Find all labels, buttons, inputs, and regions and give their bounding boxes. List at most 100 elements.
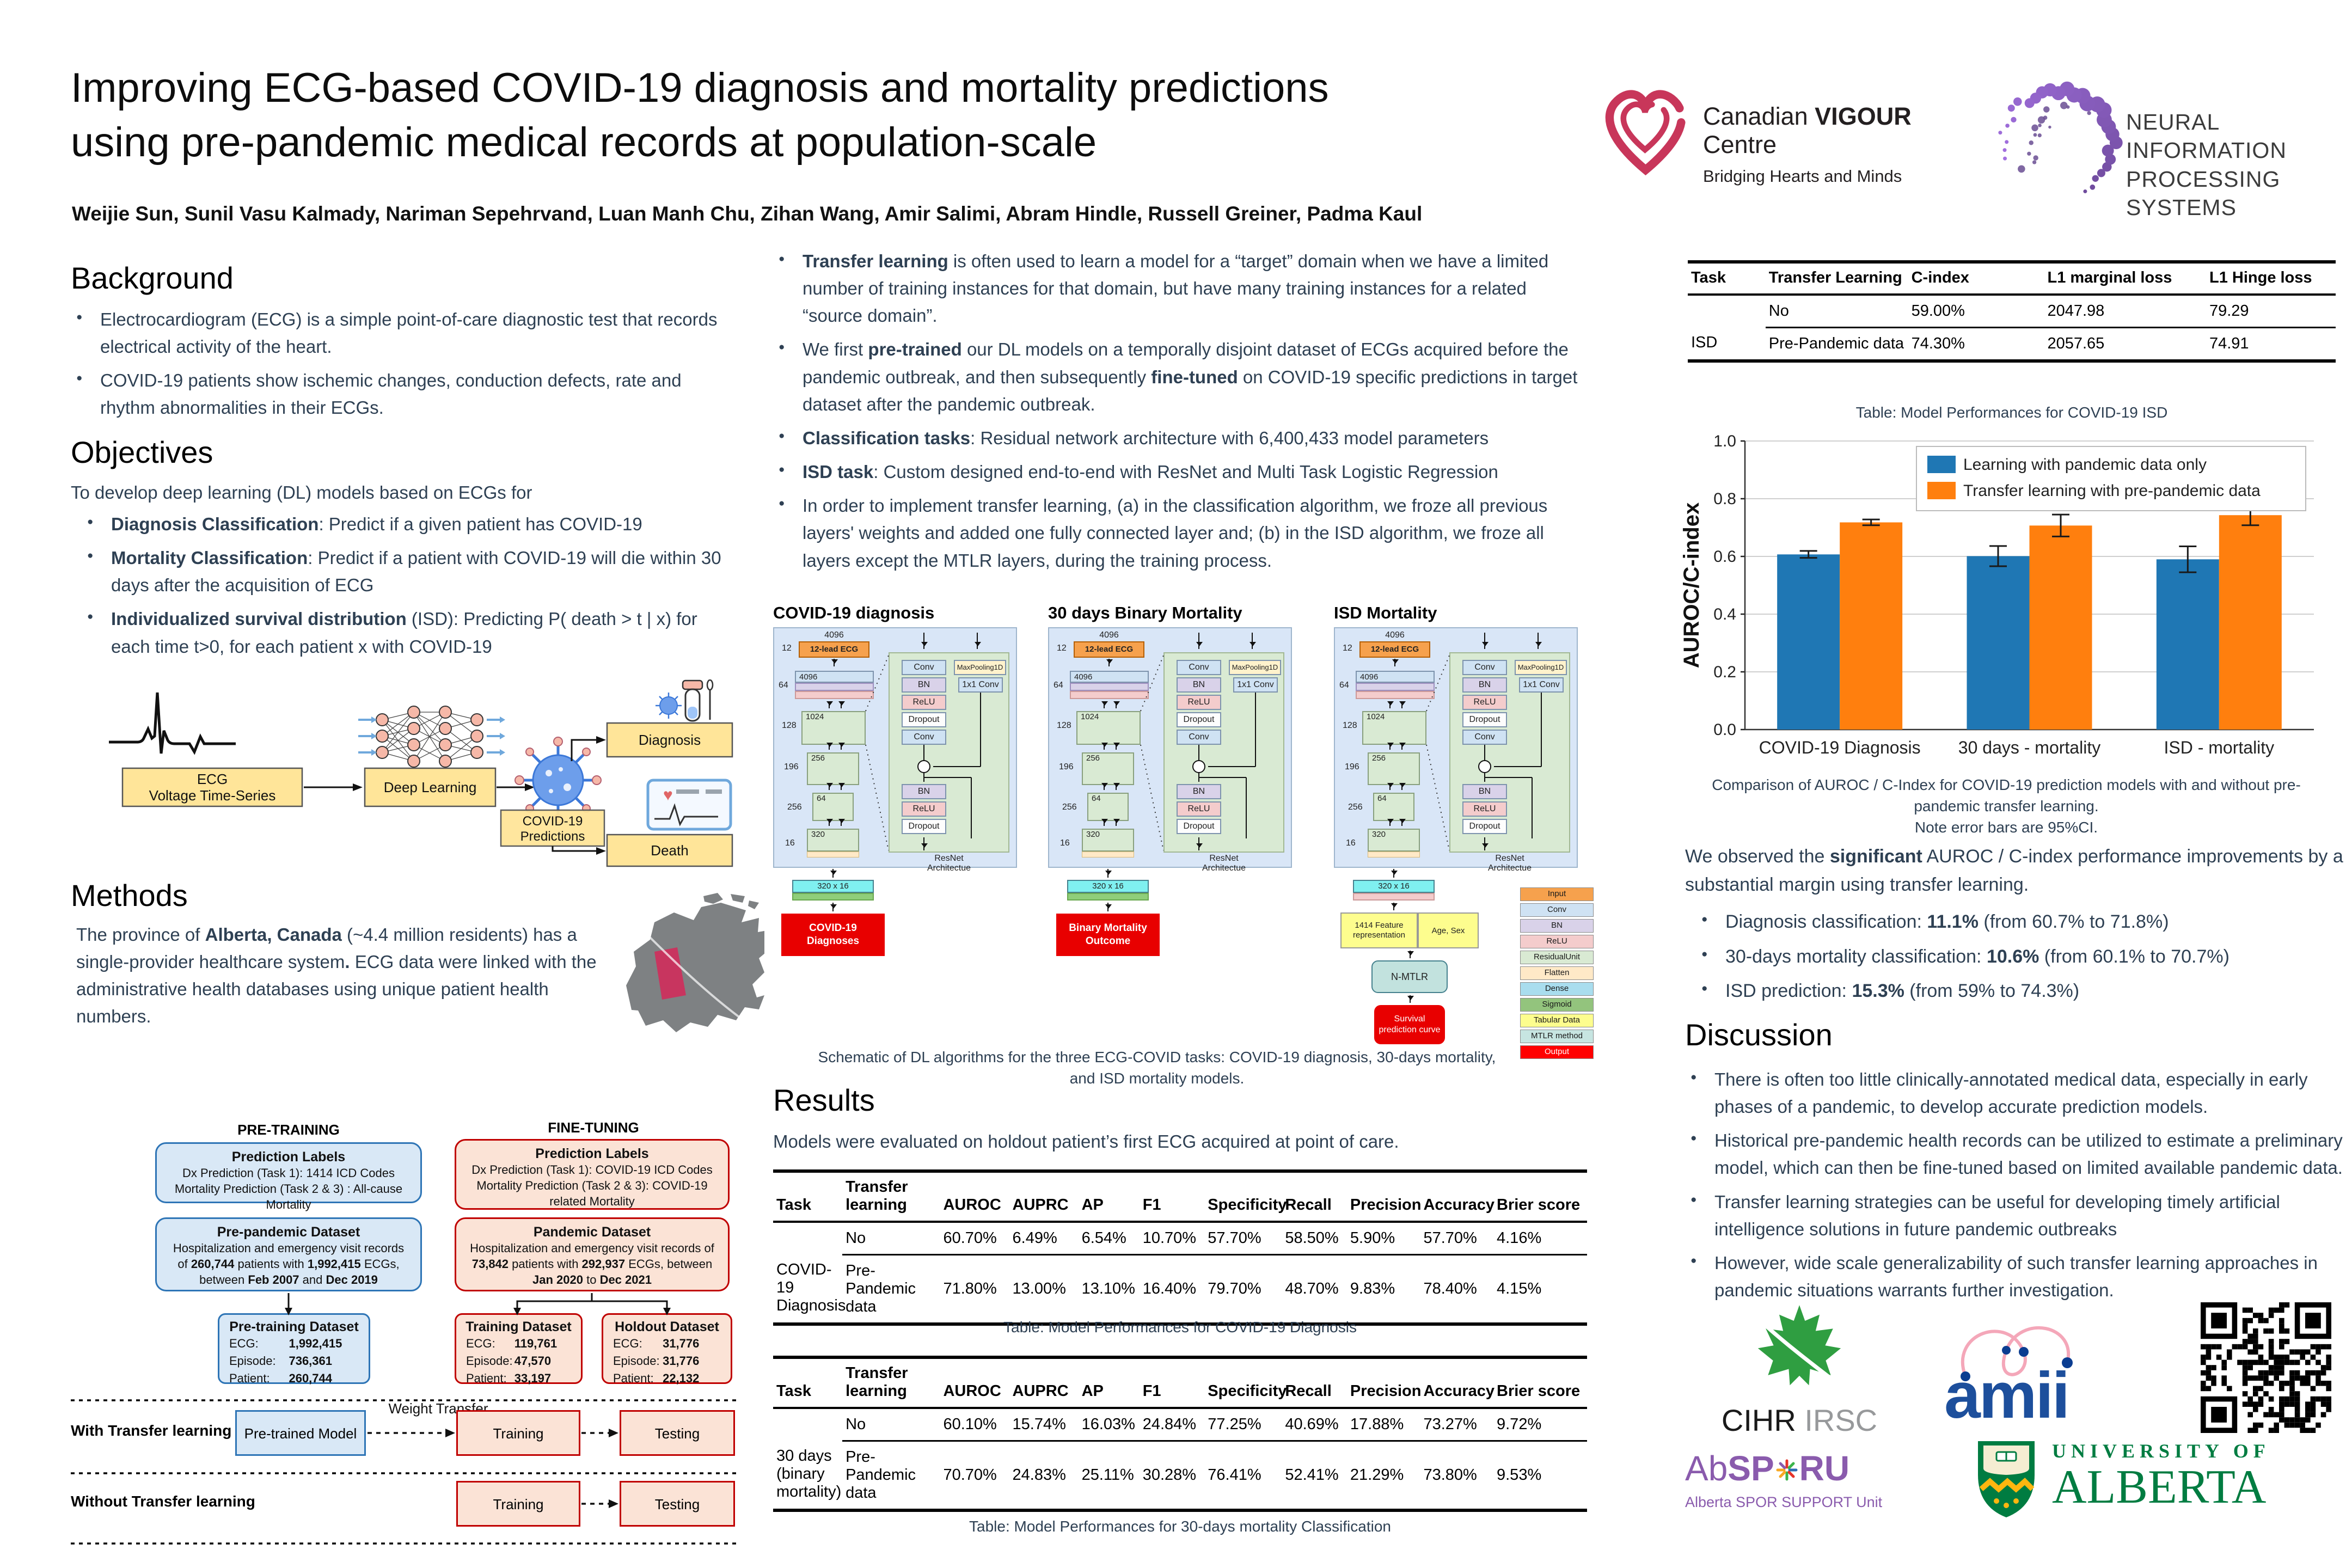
dataset-stat-cell: 119,761 <box>514 1337 558 1350</box>
y-tick-label: 0.6 <box>1713 548 1736 566</box>
arch-legend-row: Conv <box>1520 903 1596 917</box>
qr-module <box>2300 1428 2305 1433</box>
qr-code <box>2201 1302 2331 1433</box>
maple-leaf-icon <box>1756 1305 1841 1387</box>
mortality-header-7: Recall <box>1282 1357 1347 1409</box>
arch-legend-item-residualunit: ResidualUnit <box>1520 951 1594 964</box>
poster-title-line2: using pre-pandemic medical records at po… <box>71 119 1097 166</box>
chart-caption: Comparison of AUROC / C-Index for COVID-… <box>1682 774 2330 838</box>
diagnosis-cell-r1c7: 5.90% <box>1346 1222 1420 1255</box>
middle-bullet-3: Classification tasks: Residual network a… <box>773 425 1587 452</box>
covid-predictions-box <box>500 809 605 847</box>
qr-module <box>2279 1370 2284 1376</box>
neurips-dot <box>2043 106 2050 113</box>
test-tube-icon <box>656 679 714 722</box>
conv-stack-relu <box>795 691 874 699</box>
qr-module <box>2320 1381 2326 1386</box>
text-segment: (from 59% to 74.3%) <box>1904 981 2080 1002</box>
qr-module <box>2274 1412 2279 1418</box>
arrow <box>1101 743 1108 750</box>
isd-header-1: Transfer Learning <box>1765 262 1908 296</box>
qr-module <box>2310 1355 2316 1360</box>
neurips-dot <box>2105 154 2116 165</box>
pre-dataset-body: Hospitalization and emergency visit reco… <box>157 1240 420 1288</box>
post-op-relu: ReLU <box>1462 801 1507 817</box>
qr-module <box>2263 1370 2269 1376</box>
residual-unit-256: 256 <box>1082 752 1134 785</box>
qr-module <box>2284 1381 2290 1386</box>
text-segment: on COVID-19 specific predictions in targ… <box>803 366 1578 414</box>
text-segment: : Predict if a given patient has COVID-1… <box>318 514 642 534</box>
neurips-dot <box>2007 105 2015 112</box>
y-tick-label: 1.0 <box>1713 433 1736 450</box>
qr-module <box>2279 1318 2284 1324</box>
arch-legend-row: Dense <box>1520 982 1596 996</box>
arrow <box>1113 783 1120 790</box>
pandemic-dataset-box: Pandemic Dataset Hospitalization and eme… <box>455 1217 730 1291</box>
diagnosis-cell-r2c6: 48.70% <box>1285 1280 1339 1297</box>
qr-module <box>2242 1381 2248 1386</box>
middle-bullet-1: Transfer learning is often used to learn… <box>773 248 1587 329</box>
qr-module <box>2221 1375 2227 1381</box>
discussion-bullet-2: Historical pre-pandemic health records c… <box>1685 1127 2344 1181</box>
qr-module <box>2305 1407 2311 1412</box>
mortality-cell-r1c0: No <box>842 1408 940 1442</box>
arch-legend-item-flatten: Flatten <box>1520 966 1594 980</box>
dense-bar: 320 x 16 <box>1353 880 1435 893</box>
isd-cell-r1c2: 2047.98 <box>2044 295 2206 328</box>
resnet-unit-detail: Conv BN ReLU Dropout Conv MaxPooling1D 1x1 Con… <box>889 633 1009 853</box>
dataset-stat-cell: ECG: <box>229 1337 259 1350</box>
legend-label-0: Learning with pandemic data only <box>1963 456 2207 474</box>
x-category-label: 30 days - mortality <box>1958 738 2100 757</box>
dataset-stat-cell: 260,744 <box>289 1371 332 1385</box>
arrow <box>838 701 845 708</box>
qr-module <box>2274 1359 2279 1365</box>
residual-channels-128: 128 <box>1057 721 1071 730</box>
dataset-stat-cell: ECG: <box>613 1337 642 1350</box>
arch-caption: Schematic of DL algorithms for the three… <box>818 1049 1496 1087</box>
arch-diagram-covid-diagnosis: COVID-19 diagnosis 4096 12 12-lead ECG 4096 6… <box>773 603 1018 1044</box>
diagnosis-cell-r1c1: 60.70% <box>940 1222 1009 1255</box>
resnet-architecture-label: ResNet Architectue <box>1202 854 1246 873</box>
dataset-stat-cell: 22,132 <box>663 1371 700 1385</box>
diagnosis-cell-r1c6: 58.50% <box>1282 1222 1347 1255</box>
qr-module <box>2211 1365 2216 1370</box>
diagnosis-cell-r1c2: 6.49% <box>1009 1222 1079 1255</box>
ecg-box <box>121 767 303 807</box>
qr-module <box>2274 1428 2279 1433</box>
resnet-panel: 4096 12 12-lead ECG 4096 64 1024 128 256 196 64 25… <box>1334 627 1578 873</box>
op-bn: BN <box>902 677 946 693</box>
diagnosis-cell-r2c0: Pre-Pandemic data <box>846 1262 916 1315</box>
cihr-text-en: CIHR <box>1721 1403 1796 1437</box>
qr-module <box>2216 1344 2222 1350</box>
op-1x1-conv: 1x1 Conv <box>958 677 1003 693</box>
op-conv: Conv <box>1462 660 1507 675</box>
qr-module <box>2247 1375 2253 1381</box>
dataset-stat-row: Patient: 260,744 <box>229 1370 359 1387</box>
qr-module <box>2201 1359 2206 1365</box>
with-tl-testing-box: Testing <box>620 1410 735 1456</box>
arrow <box>1387 783 1394 790</box>
qr-module <box>2284 1328 2290 1334</box>
qr-module <box>2237 1344 2243 1350</box>
holdout-dataset-title: Holdout Dataset <box>615 1319 719 1334</box>
mortality-header-0: Task <box>773 1357 843 1409</box>
arch-legend-item-sigmoid: Sigmoid <box>1520 998 1594 1012</box>
arch-legend-row: MTLR method <box>1520 1030 1596 1043</box>
objectives-bullets: Diagnosis Classification: Predict if a g… <box>82 511 735 667</box>
qr-module <box>2289 1370 2295 1376</box>
uofa-logo: UNIVERSITY OF ALBERTA <box>1974 1435 2344 1522</box>
op-conv: Conv <box>1462 730 1507 745</box>
resnet-architecture-label: ResNet Architectue <box>927 854 971 873</box>
chart-legend-box <box>1916 446 2306 511</box>
arrow <box>975 633 981 649</box>
arch-legend-item-bn: BN <box>1520 919 1594 933</box>
without-tl-training-box: Training <box>456 1481 580 1527</box>
resnet-panel: 4096 12 12-lead ECG 4096 64 1024 128 256 196 64 25… <box>1048 627 1292 873</box>
dataset-stat-row: ECG: 31,776 <box>613 1335 721 1352</box>
discussion-bullet-4: However, wide scale generalizability of … <box>1685 1250 2344 1304</box>
qr-module <box>2289 1359 2295 1365</box>
qr-module <box>2279 1396 2284 1402</box>
text-segment: Mortality Classification <box>111 548 308 568</box>
resnet-panel: 4096 12 12-lead ECG 4096 64 1024 128 256 196 64 25… <box>773 627 1017 873</box>
